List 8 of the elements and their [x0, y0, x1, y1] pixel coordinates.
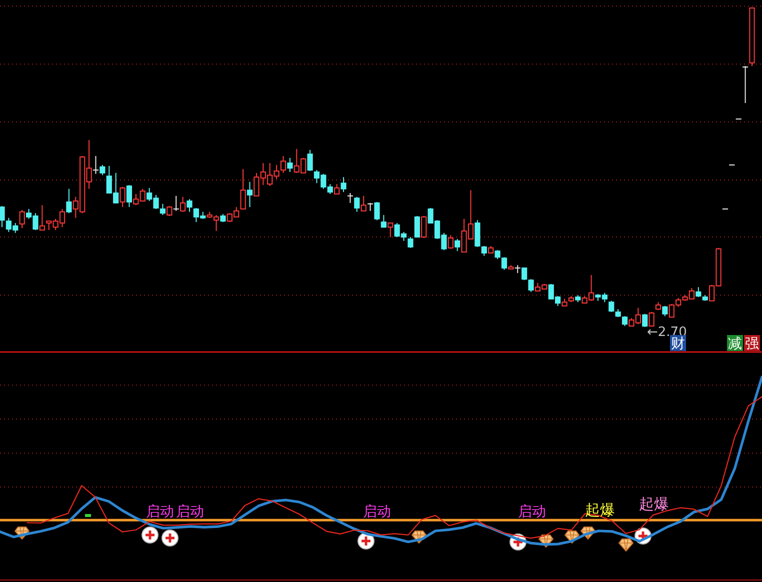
text: 强: [745, 336, 759, 352]
annotation: 启动: [176, 504, 204, 520]
annotation: 起爆: [585, 501, 615, 519]
annotation: 起爆: [639, 495, 669, 513]
text: 减: [728, 336, 742, 352]
annotation: 启动: [363, 504, 391, 520]
annotation: 启动: [518, 504, 546, 520]
annotation: 启动: [146, 504, 174, 520]
